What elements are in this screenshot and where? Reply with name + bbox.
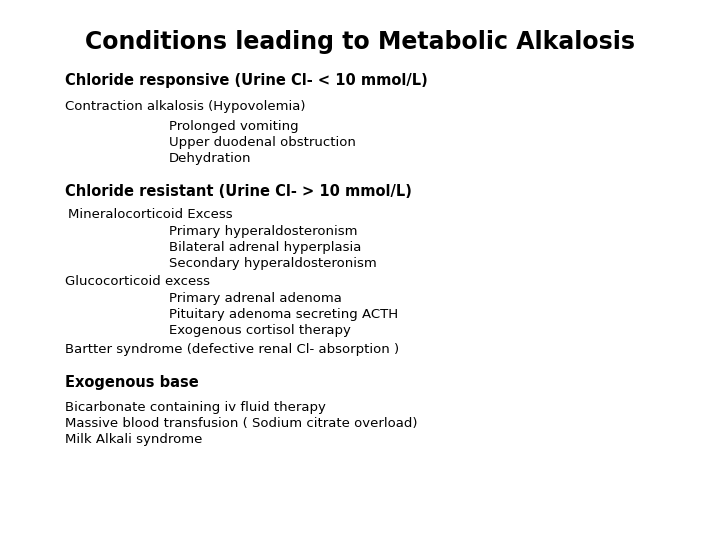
Text: Mineralocorticoid Excess: Mineralocorticoid Excess: [68, 208, 233, 221]
Text: Chloride responsive (Urine Cl- < 10 mmol/L): Chloride responsive (Urine Cl- < 10 mmol…: [65, 73, 428, 88]
Text: Milk Alkali syndrome: Milk Alkali syndrome: [65, 433, 202, 446]
Text: Chloride resistant (Urine Cl- > 10 mmol/L): Chloride resistant (Urine Cl- > 10 mmol/…: [65, 184, 412, 199]
Text: Exogenous base: Exogenous base: [65, 375, 199, 390]
Text: Contraction alkalosis (Hypovolemia): Contraction alkalosis (Hypovolemia): [65, 100, 305, 113]
Text: Primary hyperaldosteronism: Primary hyperaldosteronism: [169, 225, 358, 238]
Text: Dehydration: Dehydration: [169, 152, 252, 165]
Text: Exogenous cortisol therapy: Exogenous cortisol therapy: [169, 324, 351, 337]
Text: Bilateral adrenal hyperplasia: Bilateral adrenal hyperplasia: [169, 241, 361, 254]
Text: Bicarbonate containing iv fluid therapy: Bicarbonate containing iv fluid therapy: [65, 401, 325, 414]
Text: Conditions leading to Metabolic Alkalosis: Conditions leading to Metabolic Alkalosi…: [85, 30, 635, 53]
Text: Glucocorticoid excess: Glucocorticoid excess: [65, 275, 210, 288]
Text: Pituitary adenoma secreting ACTH: Pituitary adenoma secreting ACTH: [169, 308, 398, 321]
Text: Upper duodenal obstruction: Upper duodenal obstruction: [169, 136, 356, 149]
Text: Secondary hyperaldosteronism: Secondary hyperaldosteronism: [169, 257, 377, 270]
Text: Primary adrenal adenoma: Primary adrenal adenoma: [169, 292, 342, 305]
Text: Massive blood transfusion ( Sodium citrate overload): Massive blood transfusion ( Sodium citra…: [65, 417, 418, 430]
Text: Prolonged vomiting: Prolonged vomiting: [169, 120, 299, 133]
Text: Bartter syndrome (defective renal Cl- absorption ): Bartter syndrome (defective renal Cl- ab…: [65, 343, 399, 356]
